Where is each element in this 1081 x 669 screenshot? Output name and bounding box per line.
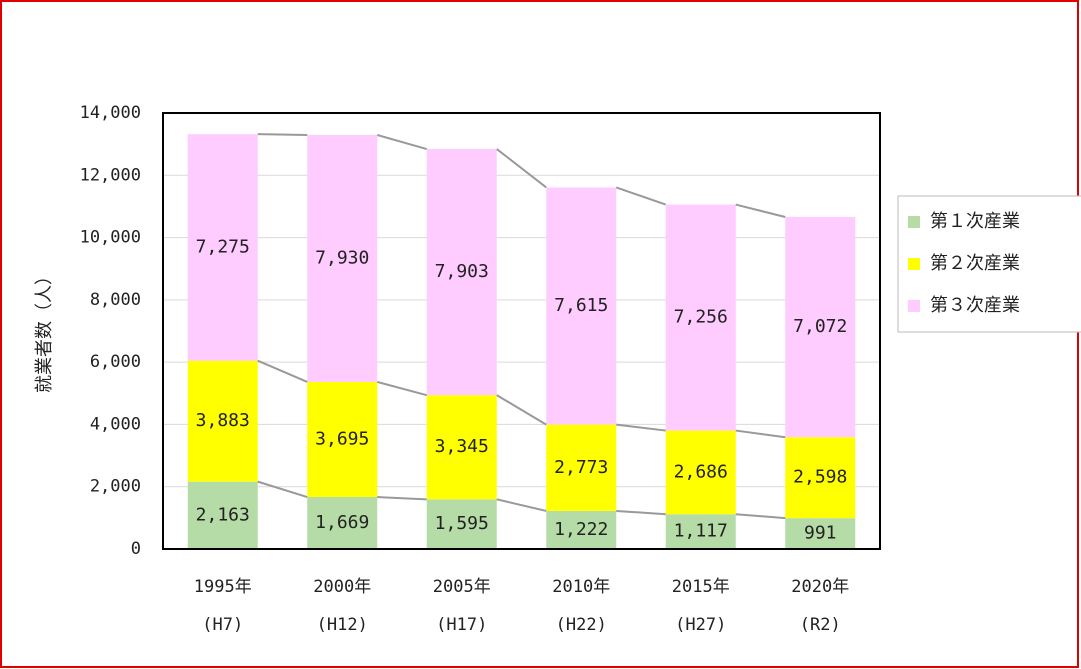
x-tick-label: (H17) xyxy=(436,615,487,635)
bar-segment xyxy=(665,430,736,515)
legend-label: 第１次産業 xyxy=(930,211,1020,232)
bar-segment xyxy=(785,216,856,438)
x-tick-label: 2015年 xyxy=(672,577,730,597)
bar-segment xyxy=(785,437,856,519)
connector-line xyxy=(377,496,427,501)
connector-line xyxy=(735,429,786,439)
data-label: 7,072 xyxy=(793,316,847,337)
y-tick-label: 8,000 xyxy=(90,290,141,310)
x-tick-label: 1995年 xyxy=(194,577,252,597)
data-label: 7,275 xyxy=(196,236,250,257)
x-tick-label: 2005年 xyxy=(433,577,491,597)
connector-line xyxy=(735,203,786,218)
bar-segment xyxy=(426,149,497,396)
bar-segment xyxy=(187,360,258,482)
plot-border xyxy=(162,112,881,550)
connector-line xyxy=(376,380,428,397)
legend-label: 第３次産業 xyxy=(930,295,1020,316)
x-tick-label: 2020年 xyxy=(791,577,849,597)
bar-segment xyxy=(307,497,378,549)
legend-box xyxy=(897,195,1081,333)
y-tick-label: 2,000 xyxy=(90,477,141,497)
connector-line xyxy=(735,513,786,520)
x-tick-label: (R2) xyxy=(800,615,841,635)
y-tick-label: 0 xyxy=(131,539,141,559)
bar-segment xyxy=(187,481,258,549)
data-label: 991 xyxy=(804,523,837,544)
data-label: 2,773 xyxy=(554,457,608,478)
y-tick-label: 10,000 xyxy=(80,228,141,248)
connector-line xyxy=(496,148,547,189)
data-label: 1,669 xyxy=(315,512,369,533)
connector-line xyxy=(257,359,308,383)
y-tick-label: 4,000 xyxy=(90,414,141,434)
x-tick-label: (H12) xyxy=(317,615,368,635)
legend-swatch xyxy=(908,300,920,312)
y-tick-label: 6,000 xyxy=(90,352,141,372)
connector-line xyxy=(257,480,308,498)
bar-segment xyxy=(307,134,378,382)
x-tick-label: (H22) xyxy=(556,615,607,635)
connector-line xyxy=(496,394,547,426)
data-label: 7,615 xyxy=(554,295,608,316)
x-tick-label: 2000年 xyxy=(313,577,371,597)
data-label: 1,595 xyxy=(435,513,489,534)
legend-label: 第２次産業 xyxy=(930,253,1020,274)
connector-line xyxy=(376,134,428,150)
data-label: 2,163 xyxy=(196,504,250,525)
bar-segment xyxy=(546,510,617,549)
y-tick-label: 14,000 xyxy=(80,103,141,123)
bar-segment xyxy=(307,381,378,498)
bar-segment xyxy=(665,514,736,549)
bar-segment xyxy=(426,395,497,500)
x-tick-label: 2010年 xyxy=(552,577,610,597)
connector-line xyxy=(616,509,666,516)
bar-segment xyxy=(785,518,856,549)
bar-segment xyxy=(187,134,258,361)
bar-segment xyxy=(665,204,736,431)
y-tick-label: 12,000 xyxy=(80,165,141,185)
connector-line xyxy=(496,498,547,512)
data-label: 7,903 xyxy=(435,261,489,282)
data-label: 1,117 xyxy=(674,521,728,542)
data-label: 3,883 xyxy=(196,410,250,431)
connector-line xyxy=(257,133,308,136)
x-tick-label: (H27) xyxy=(675,615,726,635)
data-label: 7,256 xyxy=(674,307,728,328)
bar-segment xyxy=(546,187,617,425)
data-label: 3,695 xyxy=(315,428,369,449)
data-label: 2,598 xyxy=(793,467,847,488)
data-label: 1,222 xyxy=(554,519,608,540)
bar-segment xyxy=(426,499,497,549)
legend-swatch xyxy=(908,216,920,228)
connector-line xyxy=(616,423,666,432)
data-label: 2,686 xyxy=(674,461,728,482)
data-label: 7,930 xyxy=(315,247,369,268)
y-axis-label: 就業者数（人） xyxy=(34,267,55,393)
bar-segment xyxy=(546,424,617,511)
legend-swatch xyxy=(908,258,920,270)
x-tick-label: (H7) xyxy=(202,615,243,635)
data-label: 3,345 xyxy=(435,436,489,457)
connector-line xyxy=(615,186,667,206)
